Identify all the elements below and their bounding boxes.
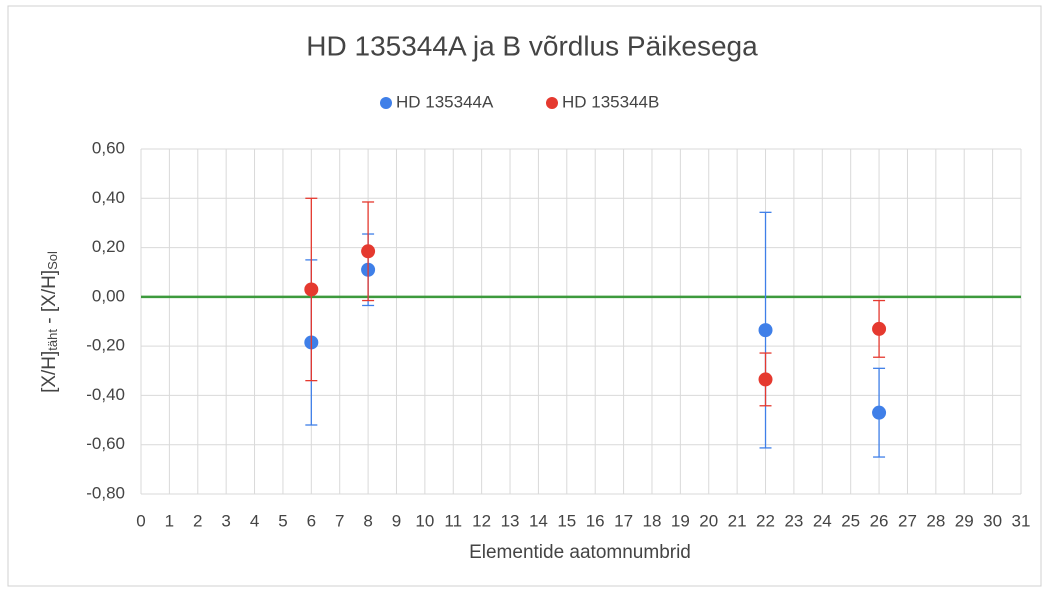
x-tick-label: 30	[983, 511, 1002, 530]
x-tick-label: 0	[136, 511, 145, 530]
y-label-sub: Sol	[45, 251, 60, 270]
x-tick-label: 23	[784, 511, 803, 530]
x-tick-label: 27	[898, 511, 917, 530]
point	[872, 321, 887, 336]
x-tick-label: 14	[529, 511, 548, 530]
y-label-sub: täht	[45, 329, 60, 351]
x-tick-label: 9	[392, 511, 401, 530]
x-tick-label: 24	[813, 511, 832, 530]
x-tick-label: 28	[926, 511, 945, 530]
y-axis-label: [X/H]täht - [X/H]Sol	[39, 251, 60, 393]
x-tick-label: 21	[728, 511, 747, 530]
y-tick-label: -0,20	[86, 336, 125, 355]
x-tick-label: 8	[363, 511, 372, 530]
x-tick-label: 16	[586, 511, 605, 530]
point	[758, 323, 773, 338]
point	[361, 244, 376, 259]
x-tick-label: 15	[557, 511, 576, 530]
point	[304, 282, 319, 297]
x-tick-label: 7	[335, 511, 344, 530]
legend-label: HD 135344A	[396, 92, 494, 111]
x-tick-label: 3	[221, 511, 230, 530]
x-tick-label: 11	[444, 511, 462, 530]
x-tick-label: 6	[307, 511, 316, 530]
x-tick-label: 31	[1012, 511, 1031, 530]
x-tick-label: 19	[671, 511, 690, 530]
x-tick-label: 1	[165, 511, 174, 530]
x-tick-label: 20	[699, 511, 718, 530]
point	[758, 372, 773, 387]
y-tick-label: -0,40	[86, 385, 125, 404]
y-tick-label: 0,40	[92, 188, 125, 207]
x-tick-label: 10	[415, 511, 434, 530]
y-label-part: - [X/H]	[39, 270, 60, 329]
legend-label: HD 135344B	[562, 92, 659, 111]
x-tick-label: 17	[614, 511, 633, 530]
y-tick-label: -0,60	[86, 434, 125, 453]
x-tick-label: 5	[278, 511, 287, 530]
x-tick-label: 29	[955, 511, 974, 530]
x-tick-label: 22	[756, 511, 775, 530]
x-tick-label: 13	[501, 511, 520, 530]
x-tick-label: 4	[250, 511, 259, 530]
x-tick-label: 12	[472, 511, 491, 530]
chart-title: HD 135344A ja B võrdlus Päikesega	[306, 30, 758, 61]
x-tick-label: 26	[870, 511, 889, 530]
x-tick-label: 2	[193, 511, 202, 530]
y-label-part: [X/H]	[39, 351, 60, 393]
legend-marker	[380, 97, 392, 109]
x-axis-label: Elementide aatomnumbrid	[469, 542, 691, 563]
x-tick-label: 25	[841, 511, 860, 530]
y-tick-label: -0,80	[86, 483, 125, 502]
x-tick-label: 18	[643, 511, 662, 530]
point	[872, 405, 887, 420]
y-tick-label: 0,00	[92, 286, 125, 305]
y-tick-label: 0,60	[92, 138, 125, 157]
y-tick-label: 0,20	[92, 237, 125, 256]
legend-marker	[546, 97, 558, 109]
